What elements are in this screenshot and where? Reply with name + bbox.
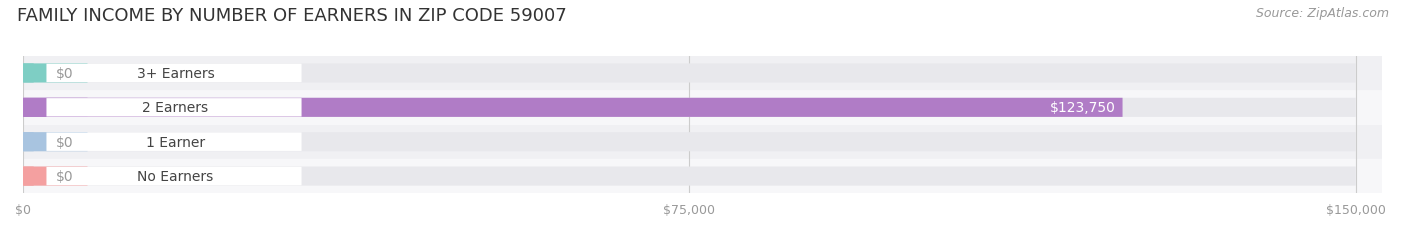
FancyBboxPatch shape (22, 133, 87, 152)
Text: Source: ZipAtlas.com: Source: ZipAtlas.com (1256, 7, 1389, 20)
FancyBboxPatch shape (46, 64, 301, 83)
FancyBboxPatch shape (46, 167, 301, 185)
FancyBboxPatch shape (22, 167, 1355, 186)
FancyBboxPatch shape (22, 91, 1406, 125)
Text: No Earners: No Earners (138, 169, 214, 183)
FancyBboxPatch shape (22, 64, 34, 83)
Text: 3+ Earners: 3+ Earners (136, 67, 214, 81)
FancyBboxPatch shape (46, 99, 301, 117)
Text: $0: $0 (56, 67, 75, 81)
Text: FAMILY INCOME BY NUMBER OF EARNERS IN ZIP CODE 59007: FAMILY INCOME BY NUMBER OF EARNERS IN ZI… (17, 7, 567, 25)
FancyBboxPatch shape (22, 64, 87, 83)
FancyBboxPatch shape (22, 167, 34, 186)
Text: $0: $0 (56, 135, 75, 149)
FancyBboxPatch shape (22, 167, 87, 186)
Text: 2 Earners: 2 Earners (142, 101, 208, 115)
FancyBboxPatch shape (22, 57, 1406, 91)
FancyBboxPatch shape (22, 64, 1355, 83)
FancyBboxPatch shape (22, 98, 1122, 117)
FancyBboxPatch shape (22, 125, 1406, 159)
FancyBboxPatch shape (22, 159, 1406, 193)
Text: $123,750: $123,750 (1050, 101, 1116, 115)
FancyBboxPatch shape (22, 98, 87, 117)
FancyBboxPatch shape (46, 133, 301, 151)
Text: 1 Earner: 1 Earner (146, 135, 205, 149)
FancyBboxPatch shape (22, 98, 1355, 117)
FancyBboxPatch shape (22, 133, 34, 152)
Text: $0: $0 (56, 169, 75, 183)
FancyBboxPatch shape (22, 133, 1355, 152)
